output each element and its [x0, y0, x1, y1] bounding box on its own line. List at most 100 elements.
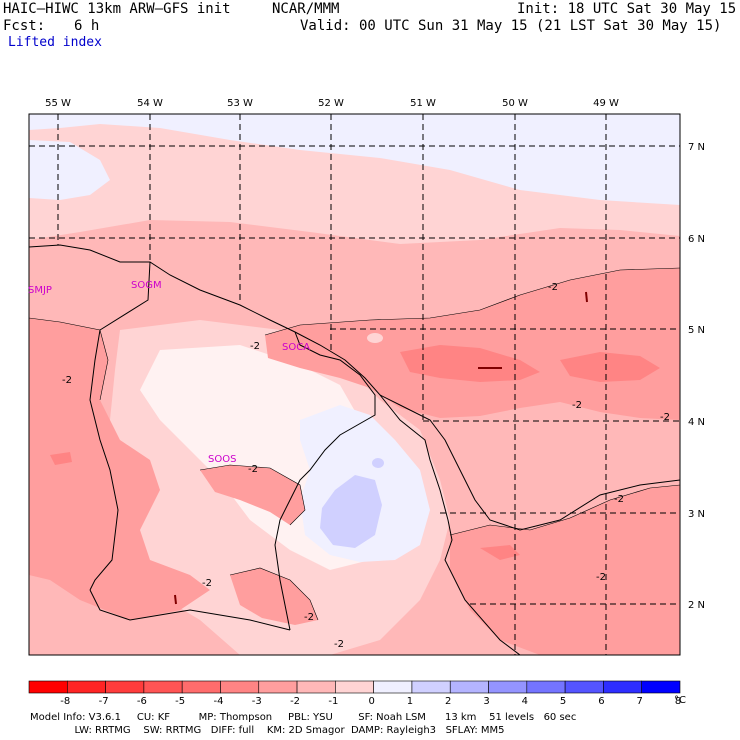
colorbar-tick-label: 4	[522, 696, 528, 707]
field-shade-minus2-southeast	[450, 485, 680, 655]
colorbar-tick-label: 7	[637, 696, 643, 707]
colorbar-swatch	[143, 680, 183, 694]
forecast-hour: 6 h	[74, 18, 100, 34]
colorbar-swatch	[488, 680, 528, 694]
colorbar-swatch	[220, 680, 260, 694]
colorbar-swatch	[335, 680, 374, 694]
colorbar-tick-label: 6	[598, 696, 604, 707]
lon-label: 53 W	[227, 98, 253, 109]
colorbar-tick-label: -6	[137, 696, 147, 707]
colorbar-tick-label: -2	[290, 696, 300, 707]
colorbar-swatch	[641, 680, 681, 694]
contour-label: -2	[248, 464, 258, 475]
valid-time: Valid: 00 UTC Sun 31 May 15 (21 LST Sat …	[300, 18, 722, 34]
colorbar-tick-label: -3	[252, 696, 262, 707]
colorbar-tick-label: -4	[213, 696, 223, 707]
field-shade-north-positive	[29, 114, 680, 205]
field-shade-minus3-east2	[560, 352, 660, 382]
lon-label: 50 W	[502, 98, 528, 109]
contour-lines	[29, 267, 680, 621]
station-label: SOGM	[131, 280, 162, 291]
colorbar-swatch	[373, 680, 413, 694]
contour-tick	[585, 291, 588, 303]
station-label: SMJP	[28, 285, 52, 296]
footer-model-info-line1: Model Info: V3.6.1 CU: KF MP: Thompson P…	[30, 712, 577, 723]
colorbar-swatch	[28, 680, 68, 694]
colorbar-swatch	[258, 680, 298, 694]
colorbar-tick-label: 2	[445, 696, 451, 707]
field-shade-central-1to2	[320, 475, 382, 548]
field-shade-minus2-sw-blob	[200, 465, 305, 525]
lat-label: 5 N	[688, 325, 705, 336]
contour-label: -2	[572, 400, 582, 411]
lon-label: 49 W	[593, 98, 619, 109]
lon-label: 52 W	[318, 98, 344, 109]
lat-label: 6 N	[688, 234, 705, 245]
colorbar-swatch	[296, 680, 336, 694]
colorbar-tick-label: 8	[675, 696, 681, 707]
station-label: SOCA	[282, 342, 310, 353]
field-shade-minus3-east	[400, 345, 540, 382]
longitude-labels: 55 W 54 W 53 W 52 W 51 W 50 W 49 W	[45, 98, 619, 109]
field-shade-minus2-west	[29, 318, 210, 620]
colorbar	[28, 680, 681, 694]
map-frame	[28, 113, 681, 656]
lat-label: 4 N	[688, 417, 705, 428]
field-shade-minus2-south-blob	[230, 568, 318, 625]
border-fguiana-brazil	[379, 394, 521, 655]
lon-label: 54 W	[137, 98, 163, 109]
top-ticks	[57, 114, 607, 120]
footer-model-info-line2: LW: RRTMG SW: RRTMG DIFF: full KM: 2D Sm…	[30, 725, 505, 736]
colorbar-swatch	[105, 680, 145, 694]
colorbar-tick-label: 0	[368, 696, 374, 707]
lat-label: 3 N	[688, 509, 705, 520]
contour-label: -2	[614, 494, 624, 505]
init-time: Init: 18 UTC Sat 30 May 15	[517, 1, 737, 17]
lat-label: 2 N	[688, 600, 705, 611]
contour-label: -2	[62, 375, 72, 386]
colorbar-tick-labels: -8 -7 -6 -5 -4 -3 -2 -1 0 1 2 3 4 5 6 7 8	[60, 696, 681, 707]
colorbar-unit: °C	[674, 695, 686, 706]
station-label: SOOS	[208, 454, 236, 465]
contour-line	[29, 317, 109, 401]
contour-line	[264, 267, 680, 336]
lon-label: 55 W	[45, 98, 71, 109]
contour-labels: -2 -2 -2 -2 -2 -2 -2 -2 -2 -2 -2	[62, 282, 670, 650]
model-title: HAIC–HIWC 13km ARW–GFS init	[3, 1, 231, 17]
contour-line	[449, 484, 680, 536]
field-shade-small-positive	[372, 458, 384, 468]
latitude-labels: 7 N 6 N 5 N 4 N 3 N 2 N	[688, 142, 705, 611]
colorbar-tick-label: -7	[99, 696, 109, 707]
contour-line	[229, 567, 319, 621]
forecast-label: Fcst:	[3, 18, 46, 34]
lon-label: 51 W	[410, 98, 436, 109]
colorbar-swatch	[66, 680, 106, 694]
colorbar-tick-label: 1	[407, 696, 413, 707]
field-shade-hole	[367, 333, 383, 343]
colorbar-swatch	[603, 680, 643, 694]
boundaries	[29, 244, 680, 655]
contour-label: -2	[304, 612, 314, 623]
field-shade-nw-positive	[29, 140, 110, 200]
colorbar-swatch	[449, 680, 489, 694]
shaded-field	[29, 114, 680, 655]
colorbar-tick-label: 3	[483, 696, 489, 707]
field-name: Lifted index	[8, 35, 102, 50]
contour-label: -2	[660, 412, 670, 423]
contour-label: -2	[334, 639, 344, 650]
border-suriname-fguiana	[274, 331, 376, 631]
colorbar-tick-label: -1	[328, 696, 338, 707]
colorbar-swatch	[526, 680, 566, 694]
lat-lon-grid	[29, 114, 680, 655]
station-labels: SMJP SOGM SOCA SOOS	[28, 280, 310, 465]
contour-line	[199, 464, 306, 526]
colorbar-swatch	[181, 680, 221, 694]
field-shade-minus3-southeast	[480, 545, 520, 560]
contour-label: -2	[548, 282, 558, 293]
center-name: NCAR/MMM	[272, 1, 340, 17]
colorbar-tick-label: -8	[60, 696, 70, 707]
field-shade-minus3-west	[50, 452, 72, 465]
contour-tick	[174, 594, 177, 605]
contour-label: -2	[202, 578, 212, 589]
